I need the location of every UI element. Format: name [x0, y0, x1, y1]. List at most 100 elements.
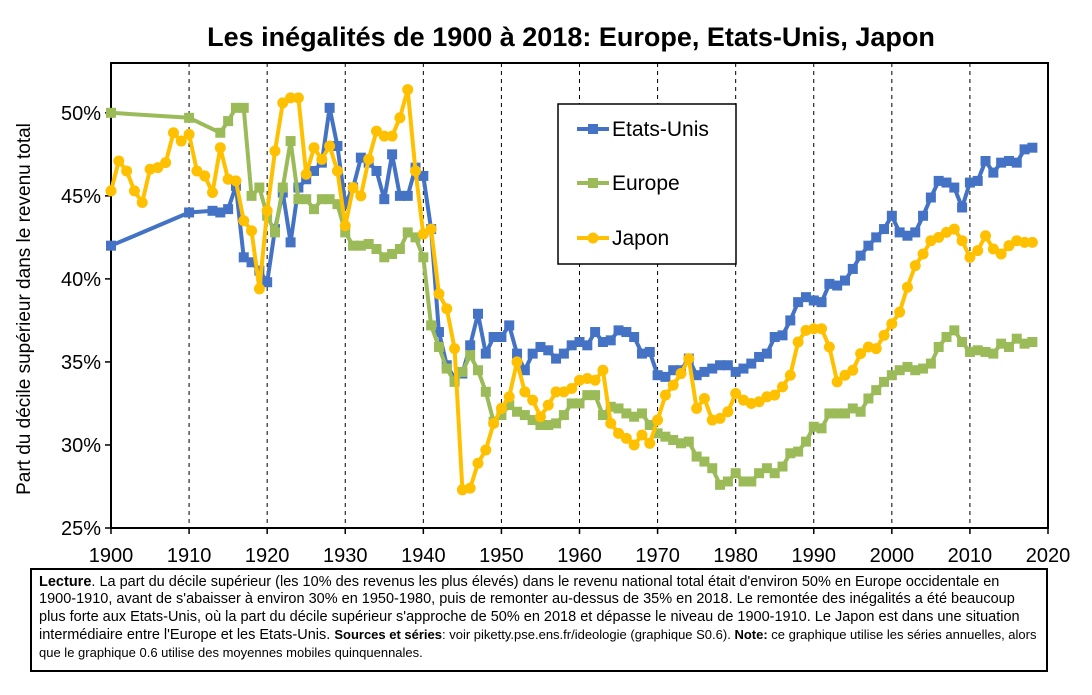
data-point-japon	[199, 170, 211, 182]
data-point-europe	[715, 479, 726, 490]
data-point-etats-unis	[980, 155, 991, 166]
data-point-etats-unis	[590, 327, 601, 338]
data-point-europe	[996, 338, 1007, 349]
data-point-japon	[277, 97, 289, 109]
data-point-etats-unis	[629, 332, 640, 343]
legend-label-japon: Japon	[612, 227, 669, 250]
data-point-japon	[300, 168, 312, 180]
data-point-etats-unis	[933, 175, 944, 186]
data-point-japon	[285, 92, 297, 104]
data-point-europe	[933, 341, 944, 352]
data-point-europe	[301, 194, 312, 205]
data-point-europe	[769, 468, 780, 479]
data-point-japon	[402, 84, 414, 96]
data-point-japon	[777, 381, 789, 393]
data-point-europe	[512, 406, 523, 417]
data-point-japon	[652, 414, 664, 426]
data-point-etats-unis	[402, 190, 413, 201]
y-tick-label: 45%	[61, 186, 101, 208]
data-point-etats-unis	[769, 332, 780, 343]
data-point-europe	[754, 468, 765, 479]
data-point-etats-unis	[660, 371, 671, 382]
data-point-europe	[535, 420, 546, 431]
data-point-japon	[894, 306, 906, 318]
data-point-japon	[722, 406, 734, 418]
data-point-etats-unis	[894, 227, 905, 238]
data-point-japon	[519, 386, 531, 398]
data-point-japon	[433, 288, 445, 300]
data-point-etats-unis	[949, 182, 960, 193]
data-point-japon	[675, 368, 687, 380]
data-point-europe	[785, 448, 796, 459]
data-point-etats-unis	[886, 210, 897, 221]
data-point-europe	[668, 434, 679, 445]
data-point-etats-unis	[925, 192, 936, 203]
data-point-japon	[449, 343, 461, 355]
data-point-etats-unis	[964, 177, 975, 188]
data-point-europe	[777, 461, 788, 472]
data-point-japon	[261, 205, 273, 217]
data-point-europe	[980, 346, 991, 357]
data-point-europe	[738, 476, 749, 487]
data-point-etats-unis	[1027, 142, 1038, 153]
data-point-etats-unis	[223, 204, 234, 215]
data-point-japon	[870, 343, 882, 355]
data-point-europe	[621, 408, 632, 419]
data-point-japon	[839, 369, 851, 381]
data-point-japon	[972, 245, 984, 257]
data-point-europe	[496, 410, 507, 421]
data-point-europe	[558, 410, 569, 421]
y-tick-label: 35%	[61, 352, 101, 374]
data-point-japon	[542, 399, 554, 411]
data-point-japon	[417, 228, 429, 240]
data-point-etats-unis	[652, 370, 663, 381]
data-point-japon	[948, 223, 960, 235]
data-point-etats-unis	[574, 337, 585, 347]
data-point-etats-unis	[636, 348, 647, 359]
data-point-japon	[698, 392, 710, 404]
data-point-europe	[527, 415, 538, 426]
data-point-etats-unis	[371, 165, 382, 176]
x-tick-label: 2020	[1026, 545, 1071, 565]
data-point-etats-unis	[504, 320, 515, 331]
data-point-japon	[425, 223, 437, 235]
data-point-japon	[253, 283, 265, 295]
data-point-etats-unis	[879, 224, 890, 235]
data-point-japon	[909, 260, 921, 272]
data-point-japon	[246, 225, 258, 237]
data-point-etats-unis	[246, 257, 257, 268]
reading-note: Lecture. La part du décile supérieur (le…	[30, 568, 1048, 672]
data-point-japon	[292, 92, 304, 104]
data-point-etats-unis	[839, 275, 850, 286]
data-point-etats-unis	[332, 141, 343, 152]
data-point-europe	[441, 363, 452, 374]
data-point-etats-unis	[644, 346, 655, 357]
data-point-europe	[964, 346, 975, 357]
data-point-etats-unis	[707, 363, 718, 374]
data-point-europe	[941, 332, 952, 343]
data-point-japon	[831, 376, 843, 388]
data-point-etats-unis	[262, 277, 273, 288]
data-point-etats-unis	[309, 165, 320, 176]
data-point-etats-unis	[387, 149, 398, 160]
legend-marker-europe	[588, 178, 598, 188]
data-point-europe	[230, 102, 241, 113]
data-point-europe	[972, 345, 983, 356]
data-point-etats-unis	[699, 366, 710, 377]
data-point-etats-unis	[777, 330, 788, 341]
data-point-japon	[378, 130, 390, 142]
legend-item-etats-unis: Etats-Unis	[577, 118, 709, 141]
x-tick-label: 1920	[245, 545, 290, 565]
data-point-etats-unis	[1003, 155, 1014, 166]
data-point-japon	[589, 374, 601, 386]
data-point-etats-unis	[1011, 157, 1022, 168]
data-point-japon	[613, 427, 625, 439]
data-point-europe	[394, 244, 405, 254]
data-point-etats-unis	[215, 207, 226, 218]
data-point-europe	[433, 341, 444, 352]
data-point-europe	[871, 385, 882, 396]
data-point-etats-unis	[480, 348, 491, 359]
data-point-japon	[464, 482, 476, 494]
data-point-etats-unis	[355, 152, 366, 163]
data-point-europe	[285, 136, 296, 147]
